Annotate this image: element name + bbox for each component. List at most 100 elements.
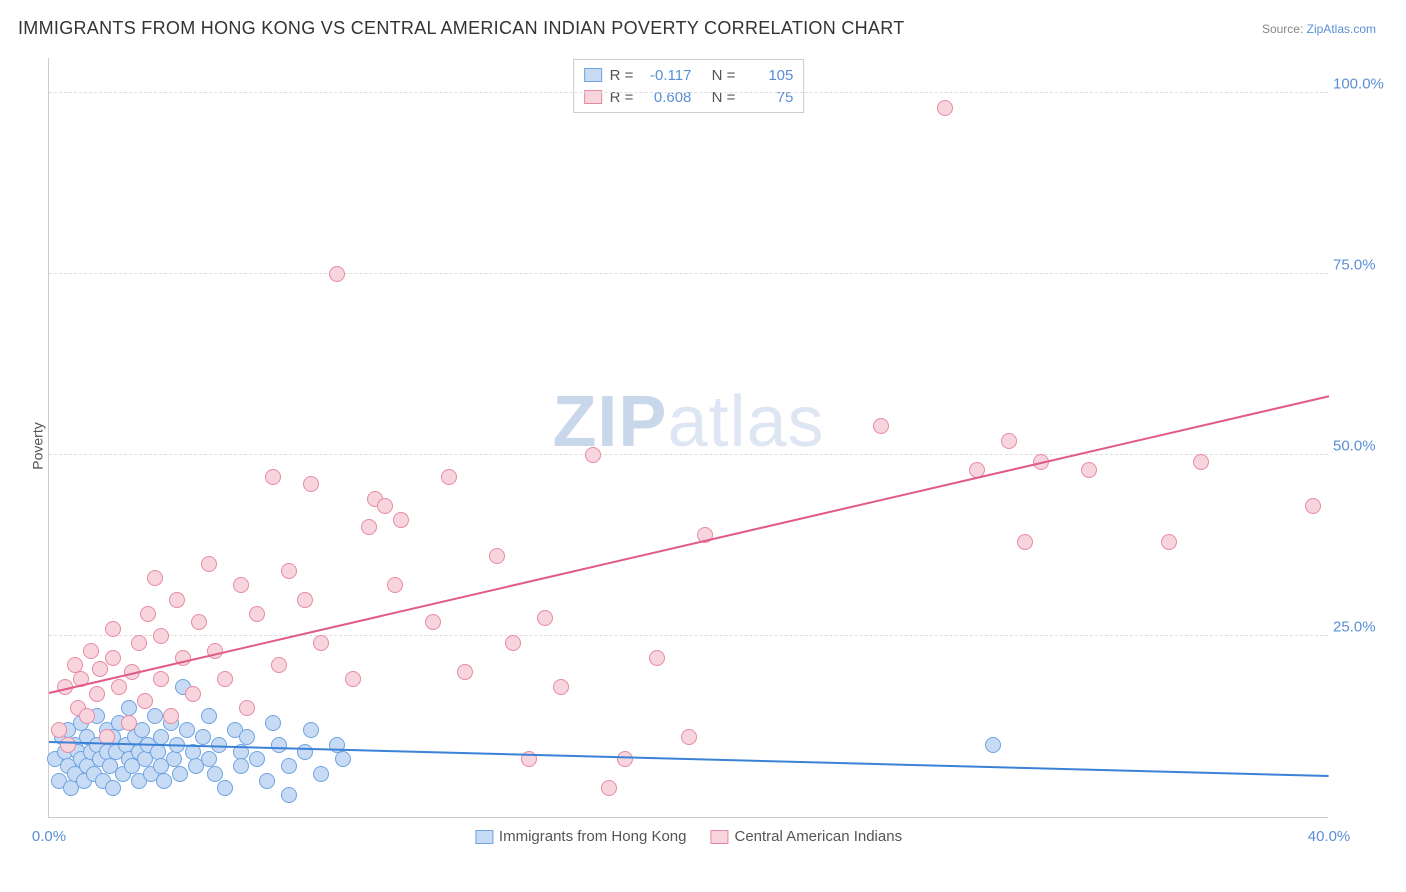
scatter-point-hk	[249, 751, 265, 767]
gridline	[49, 92, 1328, 93]
scatter-point-cai	[191, 614, 207, 630]
scatter-point-cai	[505, 635, 521, 651]
scatter-point-cai	[79, 708, 95, 724]
scatter-point-cai	[553, 679, 569, 695]
scatter-point-hk	[335, 751, 351, 767]
source-label: Source:	[1262, 22, 1303, 36]
scatter-point-cai	[271, 657, 287, 673]
scatter-point-cai	[457, 664, 473, 680]
scatter-point-cai	[163, 708, 179, 724]
stats-n-cai: 75	[743, 89, 793, 106]
scatter-point-cai	[601, 780, 617, 796]
scatter-point-hk	[313, 766, 329, 782]
scatter-point-cai	[387, 577, 403, 593]
scatter-point-cai	[345, 671, 361, 687]
y-axis-title: Poverty	[30, 422, 46, 469]
gridline	[49, 454, 1328, 455]
chart-title: IMMIGRANTS FROM HONG KONG VS CENTRAL AME…	[18, 18, 905, 39]
x-tick-label: 0.0%	[32, 828, 66, 845]
source-link[interactable]: ZipAtlas.com	[1307, 22, 1376, 36]
legend-label-hk: Immigrants from Hong Kong	[499, 828, 687, 845]
scatter-point-cai	[329, 266, 345, 282]
gridline	[49, 635, 1328, 636]
legend-item-cai: Central American Indians	[710, 828, 902, 845]
scatter-point-cai	[681, 729, 697, 745]
scatter-point-cai	[489, 548, 505, 564]
scatter-point-cai	[233, 577, 249, 593]
scatter-point-cai	[169, 592, 185, 608]
scatter-point-cai	[937, 100, 953, 116]
scatter-point-cai	[1161, 534, 1177, 550]
y-tick-label: 25.0%	[1333, 619, 1388, 636]
scatter-point-cai	[249, 606, 265, 622]
scatter-point-hk	[271, 737, 287, 753]
scatter-point-cai	[239, 700, 255, 716]
scatter-point-hk	[265, 715, 281, 731]
scatter-point-hk	[201, 708, 217, 724]
scatter-point-hk	[105, 780, 121, 796]
scatter-point-hk	[281, 758, 297, 774]
scatter-point-hk	[172, 766, 188, 782]
scatter-point-cai	[297, 592, 313, 608]
scatter-point-cai	[105, 621, 121, 637]
correlation-stats-box: R = -0.117 N = 105 R = 0.608 N = 75	[573, 59, 805, 113]
stats-n-label: N =	[712, 67, 736, 84]
scatter-point-hk	[195, 729, 211, 745]
scatter-point-cai	[153, 671, 169, 687]
scatter-point-cai	[131, 635, 147, 651]
scatter-point-cai	[92, 661, 108, 677]
scatter-point-hk	[297, 744, 313, 760]
scatter-point-cai	[153, 628, 169, 644]
source-attribution: Source: ZipAtlas.com	[1262, 22, 1376, 36]
scatter-point-hk	[281, 787, 297, 803]
scatter-point-cai	[51, 722, 67, 738]
scatter-point-cai	[201, 556, 217, 572]
scatter-point-hk	[150, 744, 166, 760]
scatter-point-cai	[649, 650, 665, 666]
stats-r-hk: -0.117	[641, 67, 691, 84]
scatter-point-cai	[111, 679, 127, 695]
scatter-point-cai	[83, 643, 99, 659]
scatter-point-hk	[985, 737, 1001, 753]
scatter-point-cai	[361, 519, 377, 535]
bottom-legend: Immigrants from Hong Kong Central Americ…	[475, 828, 902, 845]
legend-item-hk: Immigrants from Hong Kong	[475, 828, 687, 845]
scatter-point-cai	[121, 715, 137, 731]
scatter-point-cai	[1001, 433, 1017, 449]
trend-line-cai	[49, 395, 1329, 694]
stats-r-label: R =	[610, 67, 634, 84]
scatter-point-hk	[233, 758, 249, 774]
stats-n-hk: 105	[743, 67, 793, 84]
scatter-point-cai	[147, 570, 163, 586]
scatter-point-hk	[207, 766, 223, 782]
stats-n-label: N =	[712, 89, 736, 106]
scatter-point-cai	[393, 512, 409, 528]
scatter-point-cai	[425, 614, 441, 630]
scatter-point-cai	[89, 686, 105, 702]
scatter-point-cai	[60, 737, 76, 753]
legend-swatch-cai	[710, 830, 728, 844]
scatter-point-cai	[1081, 462, 1097, 478]
scatter-point-hk	[259, 773, 275, 789]
scatter-point-cai	[585, 447, 601, 463]
y-tick-label: 50.0%	[1333, 438, 1388, 455]
scatter-point-cai	[1305, 498, 1321, 514]
stats-row-hk: R = -0.117 N = 105	[584, 64, 794, 86]
scatter-point-cai	[217, 671, 233, 687]
scatter-point-cai	[313, 635, 329, 651]
scatter-point-cai	[377, 498, 393, 514]
scatter-point-cai	[185, 686, 201, 702]
scatter-point-cai	[537, 610, 553, 626]
scatter-point-cai	[137, 693, 153, 709]
stats-r-label: R =	[610, 89, 634, 106]
scatter-point-hk	[239, 729, 255, 745]
scatter-point-hk	[217, 780, 233, 796]
y-tick-label: 100.0%	[1333, 76, 1388, 93]
stats-row-cai: R = 0.608 N = 75	[584, 86, 794, 108]
x-tick-label: 40.0%	[1308, 828, 1351, 845]
scatter-point-cai	[617, 751, 633, 767]
scatter-point-cai	[441, 469, 457, 485]
stats-r-cai: 0.608	[641, 89, 691, 106]
scatter-point-hk	[179, 722, 195, 738]
legend-label-cai: Central American Indians	[734, 828, 902, 845]
